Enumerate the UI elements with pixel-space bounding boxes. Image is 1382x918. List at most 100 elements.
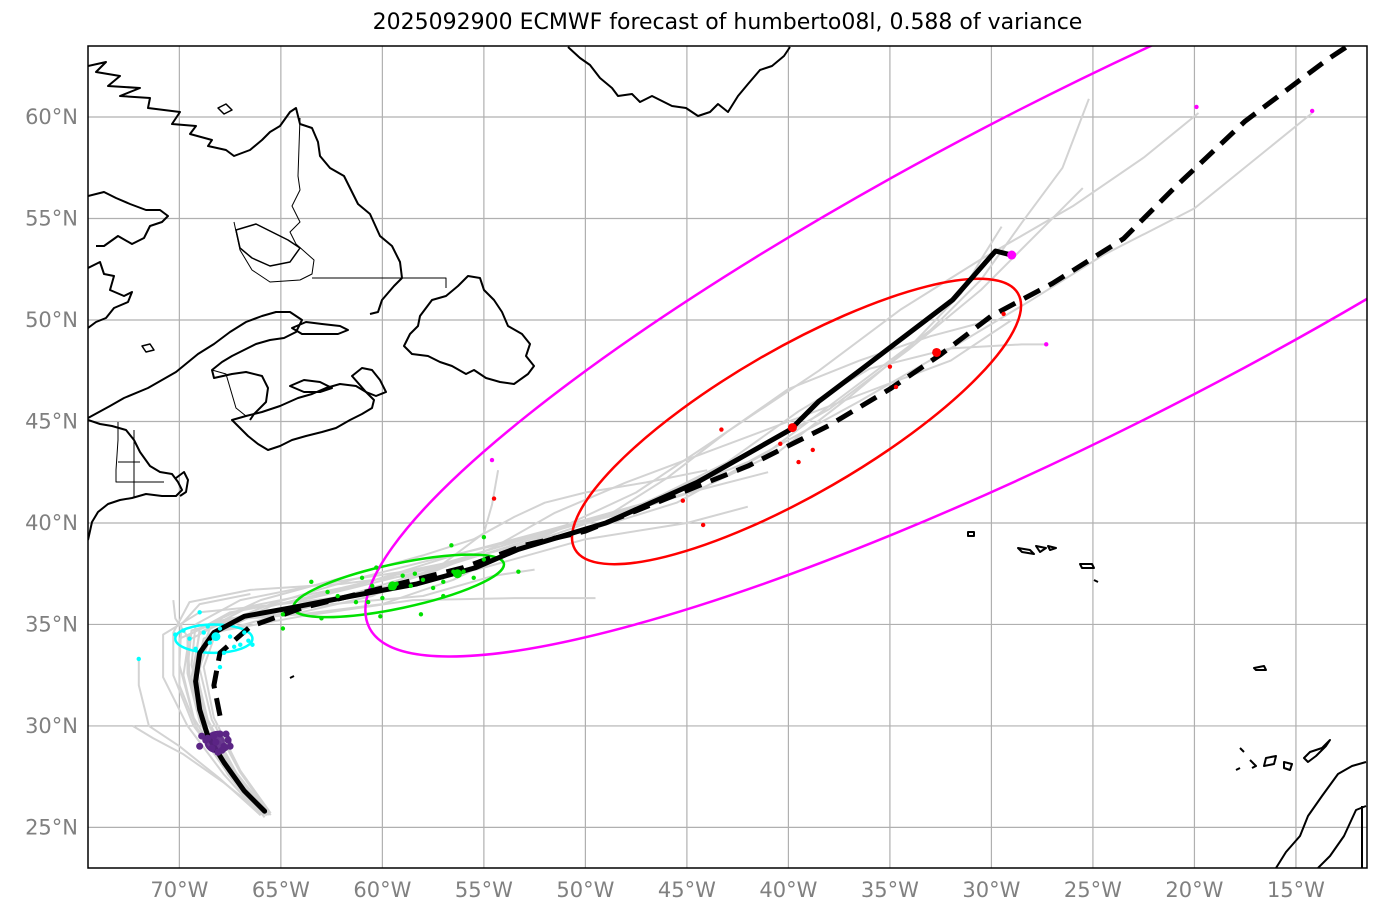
forecast-point-cyan [173,632,178,637]
forecast-point-green [280,612,286,617]
lat-tick-label: 55°N [25,207,78,231]
us-east-coast [88,419,183,541]
lake-3 [141,343,155,353]
forecast-point-cyan [136,656,141,662]
forecast-point-green [441,579,446,585]
azores-1 [967,531,975,537]
forecast-point-green [365,599,371,605]
ensemble-tracks [132,98,1313,818]
forecast-point-purple [196,742,204,750]
forecast-point-cyan [231,644,237,649]
forecast-point-purple [198,732,206,740]
forecast-point-red [932,347,942,357]
forecast-point-green [516,569,521,574]
plot-frame [87,45,1368,869]
forecast-point-magenta [1007,250,1017,260]
forecast-point-green [420,577,426,582]
lon-tick-label: 20°W [1165,878,1223,902]
lon-tick-label: 15°W [1267,878,1325,902]
forecast-point-cyan [217,664,223,670]
forecast-point-green [471,575,476,580]
bermuda [289,675,295,679]
lon-tick-label: 35°W [861,878,919,902]
forecast-point-red [893,384,899,390]
ellipse-red [570,277,1023,566]
lon-tick-label: 50°W [556,878,614,902]
longitude-tick-labels: 70°W 65°W 60°W 55°W 50°W 45°W 40°W 35°W 30°W 25°W… [150,878,1325,902]
lon-tick-label: 25°W [1064,878,1122,902]
forecast-point-green [353,599,359,605]
lon-tick-label: 55°W [455,878,513,902]
forecast-point-cyan [181,628,186,633]
forecast-point-green [408,583,413,589]
ungava-coast [88,191,169,247]
forecast-point-green [335,593,340,599]
azores-6 [1093,579,1099,583]
lat-tick-label: 40°N [25,511,78,535]
forecast-point-green [452,569,462,579]
forecast-point-green [418,612,424,617]
labrador-coast [88,61,403,315]
ensemble-track [172,343,1047,816]
forecast-point-red [810,447,815,453]
gridlines [88,46,1367,868]
ellipse-cyan [174,623,254,655]
lake-1 [235,223,301,267]
forecast-point-green [388,581,398,591]
anticosti-island [291,321,349,335]
forecast-point-green [449,543,454,548]
forecast-point-red [491,496,497,501]
map-title: 2025092900 ECMWF forecast of humberto08l… [372,10,1083,35]
forecast-point-green [309,579,314,585]
forecast-point-purple [222,730,230,738]
ensemble-track [182,98,1090,818]
ensemble-track [186,470,500,816]
forecast-point-red [719,427,724,432]
lat-tick-label: 30°N [25,714,78,738]
forecast-point-cyan [193,646,198,651]
lat-tick-label: 35°N [25,612,78,636]
ensemble-track [178,593,268,816]
azores-2 [1017,547,1035,555]
ensemble-track [132,725,266,816]
province-borders [115,117,447,498]
forecast-point-cyan [242,630,247,635]
forecast-point-green [380,595,385,601]
lon-tick-label: 70°W [150,878,208,902]
solid-mean-track [193,248,1015,814]
north-shore-coast [88,261,133,329]
forecast-point-magenta [1194,104,1199,110]
ensemble-track [178,471,769,816]
forecast-point-purple [224,736,232,744]
lon-tick-label: 30°W [962,878,1020,902]
lat-tick-label: 45°N [25,409,78,433]
forecast-point-red [887,364,893,369]
forecast-point-green [430,585,436,591]
forecast-point-red [796,459,801,465]
pei-island [289,379,333,393]
madeira [1253,665,1267,671]
lat-tick-label: 25°N [25,815,78,839]
forecast-point-cyan [250,642,255,647]
lake-2 [217,103,233,115]
forecast-point-cyan [217,626,223,631]
forecast-point-green [412,571,418,576]
forecast-point-green [374,565,379,570]
cape-breton [351,367,387,397]
forecast-point-red [778,441,783,447]
forecast-point-green [481,534,487,540]
coastlines [88,46,1367,868]
forecast-point-purple [226,742,234,750]
forecast-point-magenta [489,457,495,463]
cape-cod [175,471,189,497]
forecast-point-green [481,557,487,562]
forecast-point-cyan [238,642,243,647]
forecast-point-green [359,575,365,580]
forecast-point-green [378,614,383,619]
uncertainty-ellipses [174,46,1367,754]
forecast-point-cyan [246,638,251,643]
forecast-point-cyan [205,624,210,629]
ensemble-track [194,226,1003,814]
forecast-points [136,104,1315,756]
